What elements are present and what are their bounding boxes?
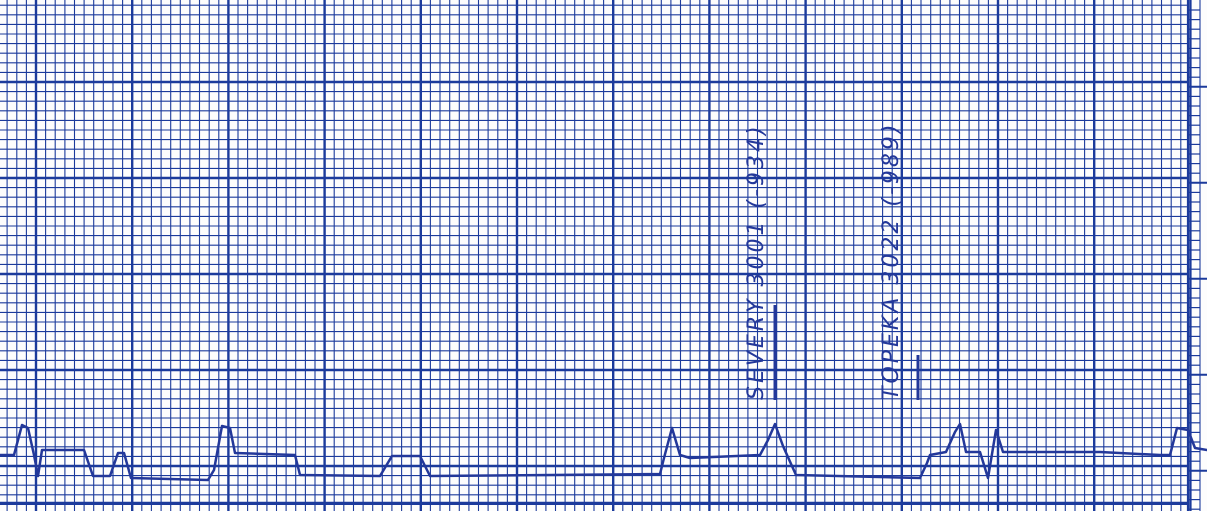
annotation-label: SEVERY 3001 (-934) xyxy=(744,123,769,400)
recorder-trace-line xyxy=(0,422,1207,482)
annotation-label: TOPEKA 3022 (-989) xyxy=(879,122,904,400)
edge-tick-marks xyxy=(1188,9,1207,510)
